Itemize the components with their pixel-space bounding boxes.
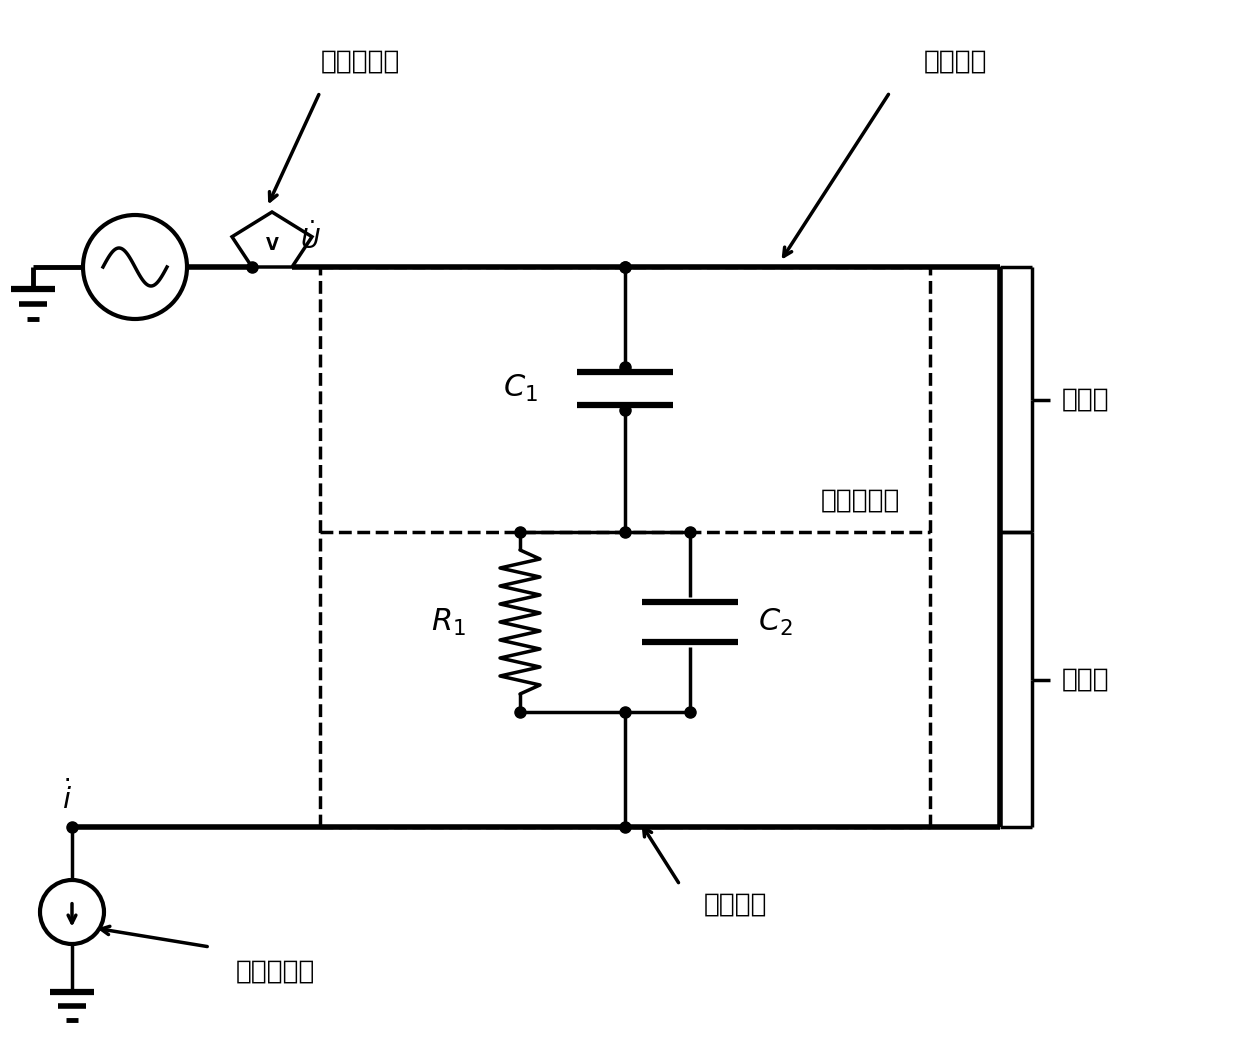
- Text: $C_1$: $C_1$: [502, 373, 537, 404]
- Text: 电流互感器: 电流互感器: [236, 959, 315, 985]
- Text: 外导电屏蔽: 外导电屏蔽: [821, 488, 900, 514]
- Text: $C_2$: $C_2$: [758, 606, 792, 638]
- Text: $R_1$: $R_1$: [430, 606, 465, 638]
- Text: 绹缘层: 绹缘层: [1061, 386, 1110, 413]
- Text: $\dot{i}$: $\dot{i}$: [62, 780, 72, 815]
- Text: 金属护套: 金属护套: [703, 892, 766, 918]
- Text: 缓冲层: 缓冲层: [1061, 667, 1110, 692]
- Text: 电压互感器: 电压互感器: [320, 49, 399, 75]
- Text: V: V: [265, 236, 279, 254]
- Text: $\dot{U}$: $\dot{U}$: [300, 223, 321, 255]
- Text: 电缆线芯: 电缆线芯: [924, 49, 987, 75]
